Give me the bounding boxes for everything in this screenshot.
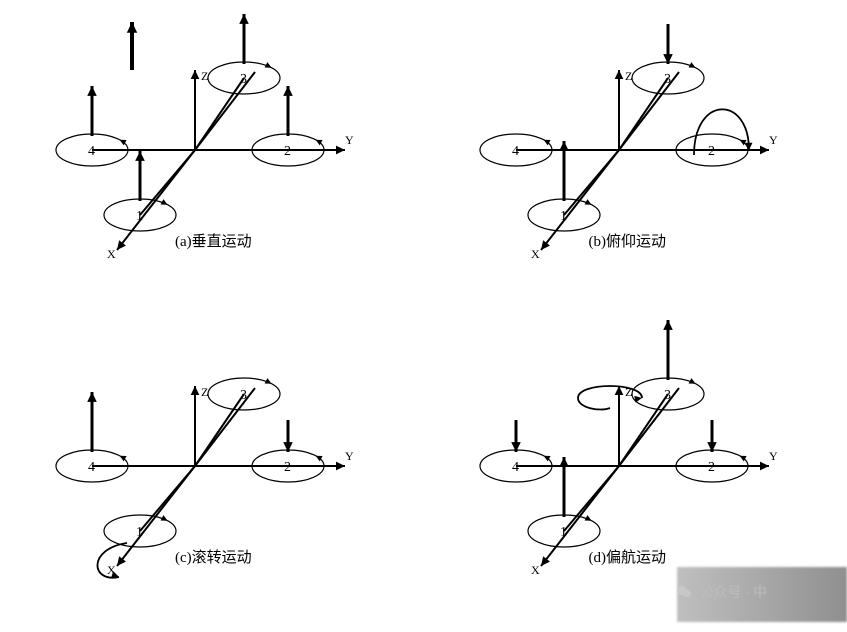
svg-text:4: 4: [512, 144, 519, 159]
svg-text:2: 2: [284, 144, 291, 159]
svg-text:1: 1: [560, 209, 567, 224]
svg-text:4: 4: [88, 460, 95, 475]
svg-text:3: 3: [240, 388, 247, 403]
svg-text:X: X: [531, 247, 540, 261]
svg-text:X: X: [107, 247, 116, 261]
svg-text:3: 3: [664, 388, 671, 403]
svg-text:2: 2: [708, 144, 715, 159]
diagram-grid: Z Y X 1 2 3 4 (a)垂直运动 Z Y X 1 2 3 4 (b)俯仰运动 Z Y X 1 2 3 4 …: [0, 0, 847, 622]
caption-a: (a)垂直运动: [175, 230, 252, 251]
svg-text:1: 1: [560, 525, 567, 540]
panel-c: ZYX1234 (c)滚转运动: [0, 316, 424, 632]
panel-b: Z Y X 1 2 3 4 (b)俯仰运动: [424, 0, 847, 316]
svg-text:1: 1: [136, 209, 143, 224]
watermark-text: 公众号 · 中: [699, 582, 767, 602]
panel-a-svg: Z Y X 1 2 3 4: [0, 0, 423, 311]
svg-text:X: X: [531, 563, 540, 577]
wechat-icon: [675, 583, 693, 601]
svg-text:Z: Z: [201, 69, 208, 83]
caption-b: (b)俯仰运动: [589, 230, 667, 251]
svg-text:Z: Z: [625, 69, 632, 83]
svg-text:Y: Y: [769, 449, 778, 463]
caption-d: (d)偏航运动: [589, 546, 667, 567]
panel-c-svg: ZYX1234: [0, 316, 423, 627]
panel-b-svg: Z Y X 1 2 3 4: [424, 0, 847, 311]
panel-a: Z Y X 1 2 3 4 (a)垂直运动: [0, 0, 424, 316]
svg-text:3: 3: [240, 72, 247, 87]
svg-text:4: 4: [88, 144, 95, 159]
svg-text:3: 3: [664, 72, 671, 87]
svg-text:Z: Z: [201, 385, 208, 399]
svg-text:1: 1: [136, 525, 143, 540]
svg-text:Y: Y: [345, 133, 354, 147]
caption-c: (c)滚转运动: [175, 546, 252, 567]
watermark: 公众号 · 中: [675, 582, 767, 602]
svg-text:Y: Y: [769, 133, 778, 147]
svg-text:Y: Y: [345, 449, 354, 463]
svg-text:2: 2: [708, 460, 715, 475]
svg-text:4: 4: [512, 460, 519, 475]
svg-text:2: 2: [284, 460, 291, 475]
